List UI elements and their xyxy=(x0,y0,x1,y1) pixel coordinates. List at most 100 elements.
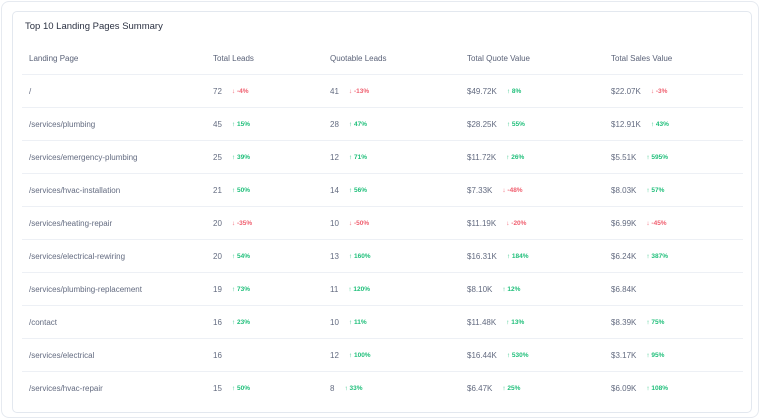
quote-value-value: $11.19K xyxy=(467,218,497,228)
landing-page-cell[interactable]: /services/plumbing-replacement xyxy=(29,284,142,294)
quote-value-delta-badge: ↑ 184% xyxy=(506,252,529,260)
quotable-leads-cell: 12 ↑ 100% xyxy=(330,339,371,371)
total-leads-cell: 25 ↑ 39% xyxy=(213,141,250,173)
quote-value-delta-badge: ↑ 12% xyxy=(502,285,521,293)
quotable-leads-value: 12 xyxy=(330,152,339,162)
quote-value-value: $6.47K xyxy=(467,383,493,393)
quote-value-delta-badge: ↑ 530% xyxy=(506,351,529,359)
sales-value-delta-badge: ↑ 75% xyxy=(646,318,665,326)
quote-value-cell: $7.33K ↓ -48% xyxy=(467,174,523,206)
quotable-leads-value: 12 xyxy=(330,350,339,360)
quote-value-delta-badge: ↑ 13% xyxy=(506,318,525,326)
quotable-leads-delta-badge: ↑ 160% xyxy=(348,252,371,260)
sales-value-value: $3.17K xyxy=(611,350,637,360)
total-leads-value: 25 xyxy=(213,152,222,162)
table-row[interactable]: /services/electrical-rewiring 20 ↑ 54% 13 ↑ … xyxy=(22,240,743,273)
total-leads-delta-badge: ↑ 15% xyxy=(231,120,250,128)
table-row[interactable]: /services/hvac-repair 15 ↑ 50% 8 ↑ 33% $6.47K… xyxy=(22,372,743,404)
sales-value-cell: $22.07K ↓ -3% xyxy=(611,75,667,107)
quote-value-cell: $16.44K ↑ 530% xyxy=(467,339,529,371)
header-total-sales-value[interactable]: Total Sales Value xyxy=(611,53,673,63)
table-row[interactable]: /services/heating-repair 20 ↓ -35% 10 ↓ -50%… xyxy=(22,207,743,240)
table-row[interactable]: /services/electrical 16 12 ↑ 100% $16.44K ↑ 5… xyxy=(22,339,743,372)
table-header-row: Landing Page Total Leads Quotable Leads … xyxy=(22,42,743,75)
landing-page-cell[interactable]: /contact xyxy=(29,317,58,327)
quotable-leads-delta-badge: ↑ 71% xyxy=(348,153,367,161)
quotable-leads-cell: 10 ↓ -50% xyxy=(330,207,369,239)
sales-value-delta-badge: ↑ 595% xyxy=(646,153,669,161)
table-row[interactable]: /services/plumbing-replacement 19 ↑ 73% 11 ↑… xyxy=(22,273,743,306)
quote-value-value: $28.25K xyxy=(467,119,497,129)
quotable-leads-cell: 12 ↑ 71% xyxy=(330,141,367,173)
landing-page-cell[interactable]: / xyxy=(29,86,32,96)
sales-value-value: $6.24K xyxy=(611,251,637,261)
landing-page-cell[interactable]: /services/hvac-installation xyxy=(29,185,121,195)
quotable-leads-delta-badge: ↓ -13% xyxy=(348,87,370,95)
total-leads-delta-badge: ↑ 50% xyxy=(231,384,250,392)
header-quotable-leads[interactable]: Quotable Leads xyxy=(330,53,387,63)
sales-value-cell: $6.84K xyxy=(611,273,636,305)
sales-value-value: $22.07K xyxy=(611,86,641,96)
quotable-leads-value: 41 xyxy=(330,86,339,96)
header-total-quote-value[interactable]: Total Quote Value xyxy=(467,53,531,63)
landing-page-cell[interactable]: /services/emergency-plumbing xyxy=(29,152,138,162)
total-leads-delta-badge: ↑ 73% xyxy=(231,285,250,293)
sales-value-value: $12.91K xyxy=(611,119,641,129)
landing-page-cell[interactable]: /services/electrical xyxy=(29,350,95,360)
quotable-leads-value: 28 xyxy=(330,119,339,129)
quote-value-value: $16.31K xyxy=(467,251,497,261)
quote-value-delta-badge: ↑ 25% xyxy=(502,384,521,392)
landing-page-cell[interactable]: /services/plumbing xyxy=(29,119,96,129)
total-leads-delta-badge: ↑ 23% xyxy=(231,318,250,326)
total-leads-cell: 15 ↑ 50% xyxy=(213,372,250,404)
total-leads-cell: 16 xyxy=(213,339,222,371)
quotable-leads-value: 11 xyxy=(330,284,339,294)
quotable-leads-delta-badge: ↑ 33% xyxy=(344,384,363,392)
total-leads-cell: 20 ↑ 54% xyxy=(213,240,250,272)
header-total-leads[interactable]: Total Leads xyxy=(213,53,254,63)
table-row[interactable]: /services/plumbing 45 ↑ 15% 28 ↑ 47% $28.25K ↑… xyxy=(22,108,743,141)
total-leads-value: 16 xyxy=(213,317,222,327)
quote-value-delta-badge: ↓ -20% xyxy=(506,219,527,227)
sales-value-delta-badge: ↓ -45% xyxy=(646,219,667,227)
sales-value-cell: $8.03K ↑ 57% xyxy=(611,174,664,206)
quote-value-delta-badge: ↑ 55% xyxy=(506,120,525,128)
sales-value-value: $8.39K xyxy=(611,317,637,327)
total-leads-delta-badge: ↓ -35% xyxy=(231,219,253,227)
table-row[interactable]: /services/emergency-plumbing 25 ↑ 39% 12 ↑ 7… xyxy=(22,141,743,174)
total-leads-cell: 21 ↑ 50% xyxy=(213,174,250,206)
sales-value-cell: $6.99K ↓ -45% xyxy=(611,207,667,239)
sales-value-cell: $12.91K ↑ 43% xyxy=(611,108,669,140)
quotable-leads-delta-badge: ↓ -50% xyxy=(348,219,370,227)
quote-value-delta-badge: ↑ 8% xyxy=(506,87,522,95)
header-landing-page[interactable]: Landing Page xyxy=(29,53,79,63)
sales-value-value: $6.99K xyxy=(611,218,637,228)
total-leads-delta-badge: ↑ 39% xyxy=(231,153,250,161)
sales-value-delta-badge: ↑ 108% xyxy=(646,384,669,392)
sales-value-cell: $6.24K ↑ 387% xyxy=(611,240,668,272)
total-leads-cell: 72 ↓ -4% xyxy=(213,75,249,107)
total-leads-delta-badge: ↓ -4% xyxy=(231,87,249,95)
sales-value-cell: $8.39K ↑ 75% xyxy=(611,306,664,338)
landing-pages-table: Landing Page Total Leads Quotable Leads … xyxy=(22,42,743,404)
total-leads-value: 15 xyxy=(213,383,222,393)
quote-value-cell: $6.47K ↑ 25% xyxy=(467,372,520,404)
total-leads-cell: 45 ↑ 15% xyxy=(213,108,250,140)
table-row[interactable]: / 72 ↓ -4% 41 ↓ -13% $49.72K ↑ 8% $22.07K ↓ -3% xyxy=(22,75,743,108)
quotable-leads-delta-badge: ↑ 47% xyxy=(348,120,367,128)
quote-value-value: $16.44K xyxy=(467,350,497,360)
landing-page-cell[interactable]: /services/electrical-rewiring xyxy=(29,251,126,261)
landing-page-cell[interactable]: /services/heating-repair xyxy=(29,218,113,228)
table-row[interactable]: /contact 16 ↑ 23% 10 ↑ 11% $11.48K ↑ 13% $8.39K… xyxy=(22,306,743,339)
total-leads-cell: 19 ↑ 73% xyxy=(213,273,250,305)
quote-value-value: $49.72K xyxy=(467,86,497,96)
sales-value-delta-badge: ↓ -3% xyxy=(650,87,668,95)
quotable-leads-delta-badge: ↑ 100% xyxy=(348,351,371,359)
landing-page-cell[interactable]: /services/hvac-repair xyxy=(29,383,103,393)
quotable-leads-cell: 41 ↓ -13% xyxy=(330,75,369,107)
total-leads-value: 21 xyxy=(213,185,222,195)
quotable-leads-cell: 28 ↑ 47% xyxy=(330,108,367,140)
quote-value-delta-badge: ↑ 26% xyxy=(506,153,525,161)
table-row[interactable]: /services/hvac-installation 21 ↑ 50% 14 ↑ 56… xyxy=(22,174,743,207)
